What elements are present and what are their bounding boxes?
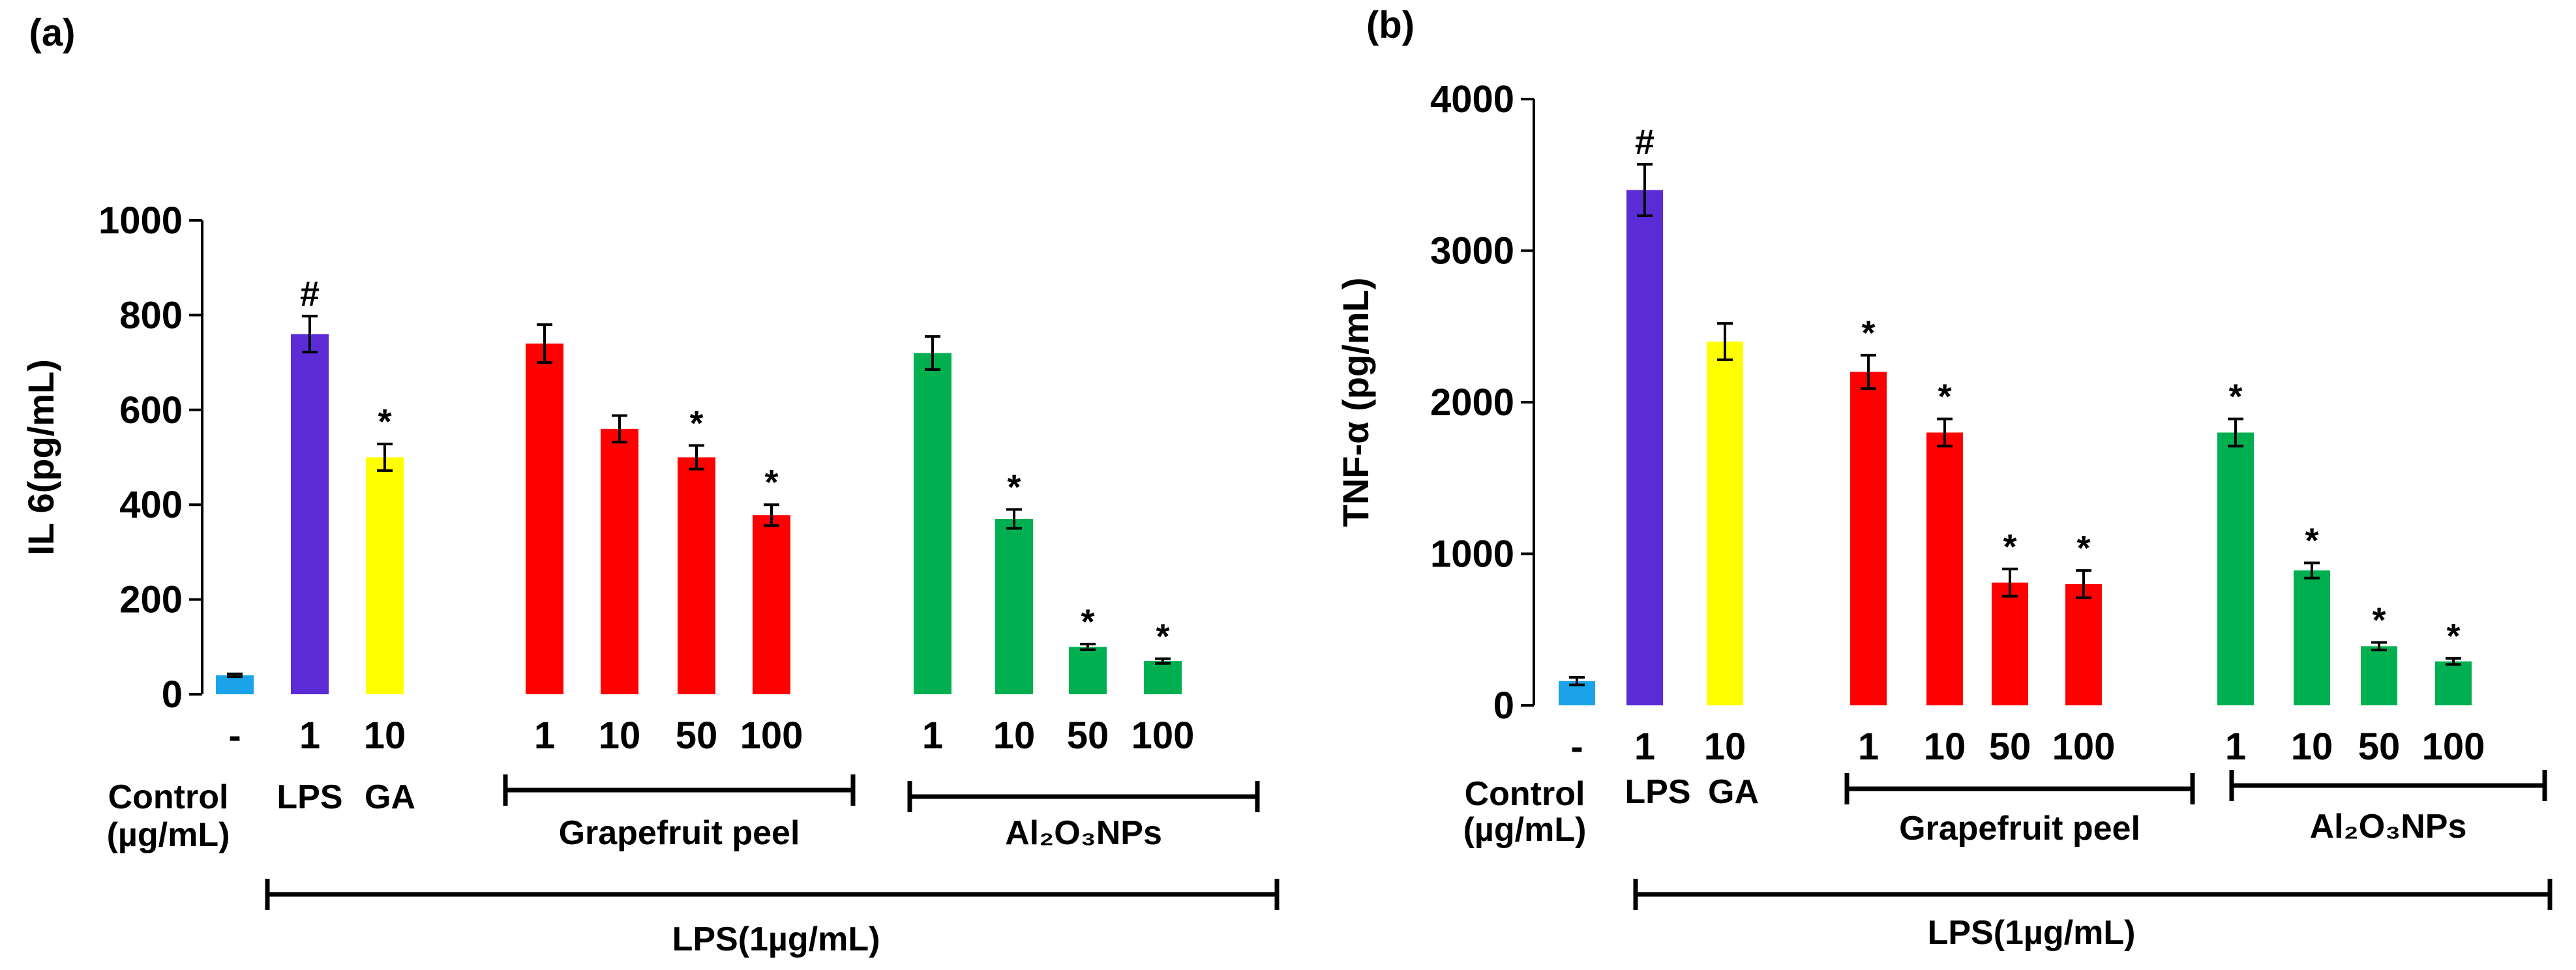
panel-b-x-tick-label: - bbox=[1570, 726, 1583, 768]
panel-a-grapefruit-label: Grapefruit peel bbox=[559, 814, 800, 852]
panel-b-bar bbox=[2294, 570, 2330, 705]
panel-a-al2o3-label: Al₂O₃NPs bbox=[1005, 814, 1162, 852]
panel-a-significance-marker: * bbox=[378, 402, 391, 441]
panel-a-significance-marker: * bbox=[764, 463, 778, 502]
panel-b-y-tick-label: 2000 bbox=[1430, 381, 1514, 424]
panel-a-y-tick-label: 200 bbox=[119, 579, 183, 621]
panel-a-y-tick-label: 600 bbox=[119, 389, 183, 432]
panel-a-unit-label: (µg/mL) bbox=[107, 816, 230, 854]
panel-a-control-label: Control bbox=[108, 778, 229, 816]
panel-a-bar bbox=[753, 515, 790, 694]
panel-a-y-axis-title: IL 6(pg/mL) bbox=[20, 359, 61, 555]
panel-b-al2o3-label: Al₂O₃NPs bbox=[2310, 808, 2467, 845]
panel-b-x-tick-label: 50 bbox=[1989, 726, 2031, 768]
panel-b-bar bbox=[1626, 190, 1663, 705]
panel-a-y-tick-label: 1000 bbox=[98, 199, 183, 242]
panel-b-significance-marker: * bbox=[2372, 601, 2386, 640]
panel-b-bar bbox=[2435, 661, 2472, 705]
panel-b-significance-marker: * bbox=[2228, 377, 2242, 417]
panel-b-significance-marker: # bbox=[1635, 123, 1655, 162]
panel-b-bar bbox=[1992, 582, 2028, 705]
panel-b-y-axis-title: TNF-α (pg/mL) bbox=[1335, 278, 1376, 527]
panel-b-lps-bracket-label: LPS(1µg/mL) bbox=[1928, 914, 2136, 952]
panel-a-bar bbox=[1069, 647, 1107, 694]
panel-a-x-tick-label: 1 bbox=[922, 714, 943, 757]
panel-b-significance-marker: * bbox=[2305, 521, 2318, 560]
panel-a-x-tick-label: 10 bbox=[599, 714, 641, 757]
panel-b-x-tick-label: 10 bbox=[1924, 726, 1966, 768]
panel-b-unit-label: (µg/mL) bbox=[1463, 811, 1587, 849]
panel-a-significance-marker: * bbox=[1156, 617, 1169, 656]
panel-a-y-tick-label: 400 bbox=[119, 484, 183, 526]
panel-b-x-tick-label: 50 bbox=[2358, 726, 2401, 768]
panel-b-y-tick-label: 0 bbox=[1493, 684, 1514, 727]
panel-a-label: (a) bbox=[29, 12, 76, 54]
panel-a-x-tick-label: 50 bbox=[676, 714, 718, 757]
panel-b-ga-label: GA bbox=[1708, 773, 1759, 811]
panel-a-significance-marker: * bbox=[1007, 467, 1021, 507]
panel-b-y-tick-label: 1000 bbox=[1430, 533, 1514, 576]
panel-a-x-tick-label: - bbox=[228, 714, 241, 757]
panel-a-significance-marker: * bbox=[1081, 602, 1094, 641]
panel-a-x-tick-label: 1 bbox=[534, 714, 555, 757]
panel-a-bar bbox=[601, 428, 638, 694]
panel-a-y-tick-label: 0 bbox=[162, 673, 183, 716]
panel-b-x-tick-label: 1 bbox=[2225, 726, 2246, 768]
panel-a-x-tick-label: 100 bbox=[740, 714, 803, 757]
panel-b-bar bbox=[2361, 646, 2397, 705]
panel-b-x-tick-label: 1 bbox=[1858, 726, 1879, 768]
panel-a-lps-bracket-label: LPS(1µg/mL) bbox=[672, 920, 880, 958]
panel-a-x-tick-label: 50 bbox=[1067, 714, 1109, 757]
panel-b-significance-marker: * bbox=[1938, 377, 1951, 417]
panel-b-x-tick-label: 100 bbox=[2052, 726, 2116, 768]
panel-b-lps-label: LPS bbox=[1625, 773, 1690, 811]
panel-a-bar bbox=[526, 344, 563, 694]
panel-b-x-tick-label: 10 bbox=[2291, 726, 2333, 768]
panel-a-x-tick-label: 1 bbox=[299, 714, 320, 757]
panel-b-control-label: Control bbox=[1465, 775, 1585, 813]
panel-b-bar bbox=[1707, 342, 1743, 705]
panel-b-bar bbox=[1926, 432, 1963, 705]
panel-b-significance-marker: * bbox=[1861, 314, 1875, 353]
panel-a-significance-marker: # bbox=[300, 274, 320, 314]
panel-b-y-tick-label: 3000 bbox=[1430, 230, 1514, 272]
panel-a-bar bbox=[366, 457, 404, 694]
panel-a-bar bbox=[1144, 661, 1182, 694]
panel-b-significance-marker: * bbox=[2446, 617, 2460, 656]
panel-b-y-tick-label: 4000 bbox=[1430, 78, 1514, 121]
panel-a-significance-marker: * bbox=[689, 404, 703, 443]
panel-a-bar bbox=[678, 457, 715, 694]
panel-a-bar bbox=[291, 334, 329, 694]
panel-b-x-tick-label: 100 bbox=[2422, 726, 2485, 768]
panel-b-bar bbox=[2217, 432, 2254, 705]
panel-b-grapefruit-label: Grapefruit peel bbox=[1899, 810, 2140, 847]
panel-a-x-tick-label: 10 bbox=[993, 714, 1036, 757]
panel-b-significance-marker: * bbox=[2003, 527, 2016, 566]
panel-a-bar bbox=[914, 353, 951, 694]
panel-b-bar bbox=[2065, 584, 2102, 705]
panel-b-label: (b) bbox=[1366, 4, 1415, 46]
panel-a-bar bbox=[995, 519, 1033, 694]
panel-a-lps-label: LPS bbox=[277, 778, 342, 816]
panel-b-bar bbox=[1850, 372, 1887, 705]
panel-a-x-tick-label: 10 bbox=[364, 714, 406, 757]
panel-b-significance-marker: * bbox=[2076, 529, 2090, 568]
panel-b-x-tick-label: 1 bbox=[1634, 726, 1655, 768]
panel-a-ga-label: GA bbox=[365, 778, 415, 816]
panel-a-bar bbox=[216, 675, 254, 694]
panel-b-x-tick-label: 10 bbox=[1704, 726, 1746, 768]
panel-a-x-tick-label: 100 bbox=[1131, 714, 1195, 757]
panel-a-y-tick-label: 800 bbox=[119, 294, 183, 336]
